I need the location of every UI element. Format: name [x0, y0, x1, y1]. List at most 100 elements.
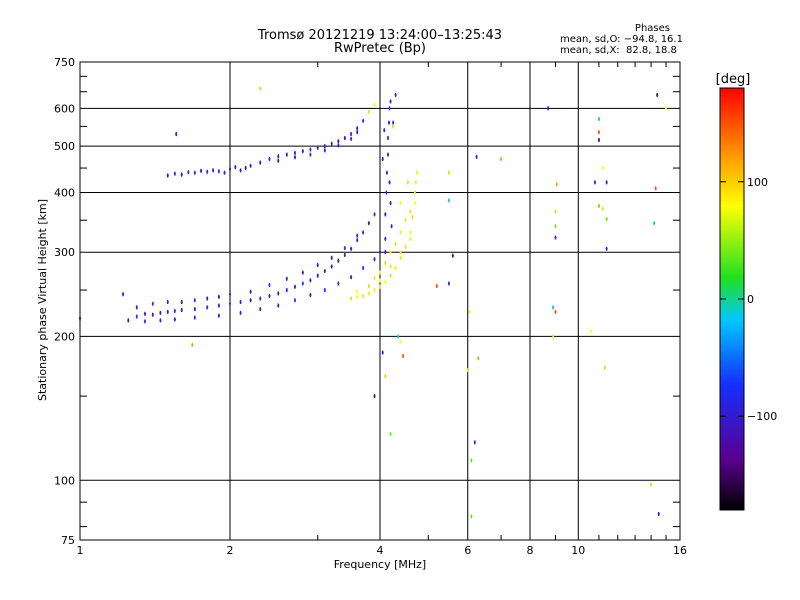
data-point — [127, 318, 130, 323]
data-point — [356, 126, 359, 131]
data-point — [409, 230, 412, 235]
data-point — [309, 293, 312, 298]
data-point — [293, 155, 296, 160]
data-point — [239, 168, 242, 173]
data-point — [229, 292, 231, 297]
axis-ticks — [80, 62, 680, 540]
data-point — [447, 170, 450, 175]
data-point — [379, 278, 381, 283]
data-point — [337, 139, 340, 144]
data-point — [389, 431, 392, 436]
data-point — [665, 106, 668, 111]
data-point — [447, 281, 450, 286]
data-point — [389, 264, 392, 269]
colorbar-ticks: 100 0 −100 — [720, 176, 777, 423]
data-point — [343, 253, 346, 258]
data-point — [285, 276, 288, 281]
data-point — [367, 291, 370, 296]
data-point — [653, 221, 656, 226]
chart-subtitle: RwPretec (Bp) — [333, 41, 427, 56]
data-point — [293, 150, 296, 155]
data-point — [175, 132, 178, 137]
data-point — [389, 99, 392, 104]
data-point — [337, 143, 340, 148]
data-point — [268, 293, 271, 298]
data-point — [597, 116, 600, 121]
data-point — [379, 284, 381, 289]
data-point — [316, 145, 319, 150]
data-point — [409, 236, 412, 241]
data-point — [350, 246, 353, 251]
data-point — [330, 255, 333, 260]
data-point — [552, 334, 555, 339]
y-tick-label: 400 — [54, 186, 75, 199]
data-point — [402, 353, 405, 358]
data-point — [193, 170, 196, 175]
data-point — [388, 120, 391, 125]
data-point — [356, 289, 359, 294]
data-point — [229, 166, 231, 171]
x-tick-label: 1 — [77, 544, 84, 557]
data-point — [367, 283, 370, 288]
data-point — [384, 236, 387, 241]
data-point — [234, 165, 237, 170]
data-point — [386, 136, 389, 141]
data-point — [601, 166, 604, 171]
y-tick-label: 300 — [54, 246, 75, 259]
x-axis-label: Frequency [MHz] — [334, 558, 426, 571]
data-point — [166, 309, 169, 314]
data-point — [151, 312, 154, 317]
data-point — [285, 152, 288, 157]
colorbar-tick-label: 0 — [747, 293, 754, 306]
data-point — [268, 157, 271, 162]
data-point — [244, 166, 247, 171]
x-tick-label: 10 — [571, 544, 585, 557]
data-point — [406, 180, 409, 185]
data-point — [362, 293, 365, 298]
data-point — [384, 250, 387, 255]
data-point — [356, 130, 359, 135]
data-point — [414, 180, 417, 185]
x-tick-label: 2 — [227, 544, 234, 557]
data-point — [206, 169, 209, 174]
data-point — [143, 319, 146, 324]
data-point — [249, 298, 252, 303]
data-point — [397, 334, 400, 339]
data-point — [277, 303, 280, 308]
data-point — [555, 182, 558, 187]
data-point — [466, 368, 469, 373]
colorbar-label: [deg] — [716, 72, 751, 87]
data-point — [135, 314, 138, 319]
data-point — [330, 264, 333, 269]
data-point — [259, 296, 262, 301]
data-point — [389, 250, 392, 255]
data-point — [473, 440, 476, 445]
y-tick-label: 600 — [54, 102, 75, 115]
data-point — [323, 148, 326, 153]
colorbar-tick-label: −100 — [747, 410, 777, 423]
data-point — [373, 288, 376, 293]
data-point — [650, 482, 653, 487]
data-point — [389, 201, 392, 206]
data-point — [301, 281, 304, 286]
data-point — [249, 163, 252, 168]
data-point — [379, 270, 381, 275]
data-point — [200, 168, 203, 173]
data-point — [309, 278, 312, 283]
data-point — [367, 221, 370, 226]
data-point — [277, 158, 280, 163]
data-point — [654, 186, 657, 191]
data-point — [193, 315, 196, 320]
data-point — [399, 230, 402, 235]
data-point — [384, 260, 387, 265]
data-point — [217, 294, 220, 299]
data-point — [343, 136, 346, 141]
data-point — [206, 305, 209, 310]
data-point — [399, 255, 402, 260]
data-point — [470, 514, 473, 519]
data-point — [268, 283, 271, 288]
data-point — [122, 292, 125, 297]
data-point — [206, 296, 209, 301]
data-point — [373, 212, 376, 217]
